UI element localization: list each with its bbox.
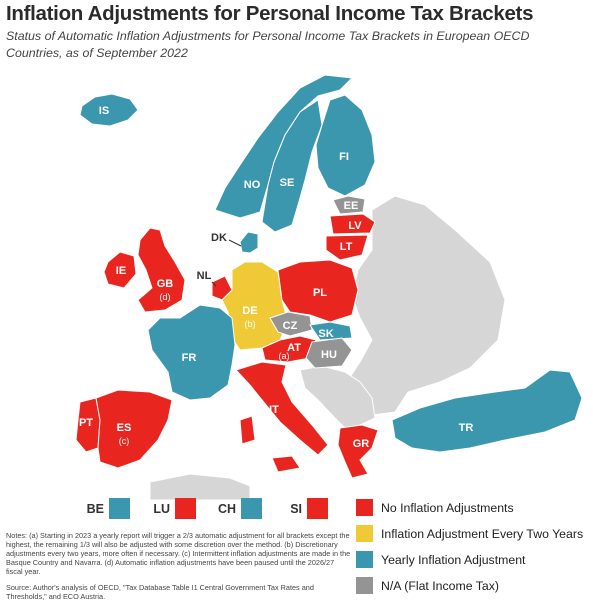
country-ES[interactable]: [95, 389, 173, 469]
label-FI: FI: [339, 151, 349, 163]
small-state-lu: LU: [150, 498, 196, 519]
label-TR: TR: [459, 422, 474, 434]
legend-item-biennial: Inflation Adjustment Every Two Years: [356, 521, 583, 546]
region-balkans: [299, 365, 376, 429]
label-DE-note: (b): [245, 319, 256, 329]
label-LV: LV: [348, 220, 362, 232]
country-FR[interactable]: [147, 304, 236, 401]
label-EE: EE: [344, 200, 359, 212]
small-state-label: CH: [217, 501, 236, 516]
country-FI[interactable]: [315, 94, 376, 197]
country-DK[interactable]: [239, 231, 259, 254]
country-SE[interactable]: [261, 99, 323, 233]
small-state-swatch: [241, 498, 262, 519]
europe-map: IS NO SE FI EE LV LT DK IE GB (d) NL DE …: [75, 74, 583, 500]
map-title: Inflation Adjustments for Personal Incom…: [6, 2, 534, 25]
country-SK[interactable]: [309, 321, 353, 341]
country-IT[interactable]: [235, 361, 329, 473]
label-IE: IE: [116, 265, 126, 277]
label-IS: IS: [99, 105, 109, 117]
legend-label: Yearly Inflation Adjustment: [381, 552, 526, 567]
small-state-swatch: [175, 498, 196, 519]
label-AT: AT: [287, 342, 301, 354]
small-state-label: SI: [290, 501, 302, 516]
small-state-be: BE: [84, 498, 130, 519]
label-HU: HU: [321, 349, 337, 361]
small-state-label: LU: [153, 501, 170, 516]
label-IT: IT: [269, 404, 279, 416]
legend-label: Inflation Adjustment Every Two Years: [381, 526, 584, 541]
country-EE[interactable]: [332, 195, 366, 215]
map-subtitle: Status of Automatic Inflation Adjustment…: [6, 29, 530, 60]
country-NO[interactable]: [214, 74, 354, 219]
small-state-si: SI: [282, 498, 328, 519]
label-SK: SK: [318, 328, 333, 340]
label-GB: GB: [157, 278, 174, 290]
label-FR: FR: [182, 352, 197, 364]
country-IE[interactable]: [103, 251, 137, 289]
legend-item-yearly: Yearly Inflation Adjustment: [356, 547, 583, 572]
label-GR: GR: [353, 438, 370, 450]
label-PL: PL: [313, 287, 327, 299]
legend-swatch: [356, 499, 373, 516]
legend-swatch: [356, 525, 373, 542]
small-states-legend: BE LU CH SI: [84, 498, 348, 519]
label-SE: SE: [280, 177, 295, 189]
leader-DK: [228, 239, 242, 247]
legend-swatch: [356, 551, 373, 568]
country-CZ[interactable]: [269, 311, 313, 337]
country-GB[interactable]: [137, 227, 186, 313]
label-ES-note: (c): [119, 436, 130, 446]
label-AT-note: (a): [279, 351, 290, 361]
label-NL: NL: [197, 270, 212, 282]
small-state-swatch: [307, 498, 328, 519]
country-IS[interactable]: [79, 93, 139, 127]
country-PL[interactable]: [277, 259, 359, 323]
label-DK: DK: [211, 232, 227, 244]
legend-swatch: [356, 577, 373, 594]
label-PT: PT: [79, 417, 93, 429]
country-HU[interactable]: [305, 337, 353, 369]
label-ES: ES: [117, 422, 132, 434]
label-NO: NO: [244, 179, 261, 191]
country-LT[interactable]: [325, 234, 369, 261]
legend-item-flat: N/A (Flat Income Tax): [356, 573, 583, 598]
legend-label: No Inflation Adjustments: [381, 500, 514, 515]
small-state-label: BE: [86, 501, 104, 516]
map-legend: No Inflation Adjustments Inflation Adjus…: [356, 495, 583, 599]
country-TR[interactable]: [391, 369, 583, 453]
label-GB-note: (d): [160, 292, 171, 302]
country-GR[interactable]: [337, 424, 379, 479]
region-north-africa: [149, 473, 251, 500]
small-state-ch: CH: [216, 498, 262, 519]
country-LV[interactable]: [329, 213, 376, 235]
footnotes: Notes: (a) Starting in 2023 a yearly rep…: [6, 531, 351, 576]
legend-label: N/A (Flat Income Tax): [381, 578, 499, 593]
label-LT: LT: [340, 241, 353, 253]
legend-item-none: No Inflation Adjustments: [356, 495, 583, 520]
leader-NL: [211, 281, 217, 287]
small-state-swatch: [109, 498, 130, 519]
source-note: Source: Author's analysis of OECD, "Tax …: [6, 583, 314, 601]
label-CZ: CZ: [283, 320, 298, 332]
label-DE: DE: [242, 305, 257, 317]
